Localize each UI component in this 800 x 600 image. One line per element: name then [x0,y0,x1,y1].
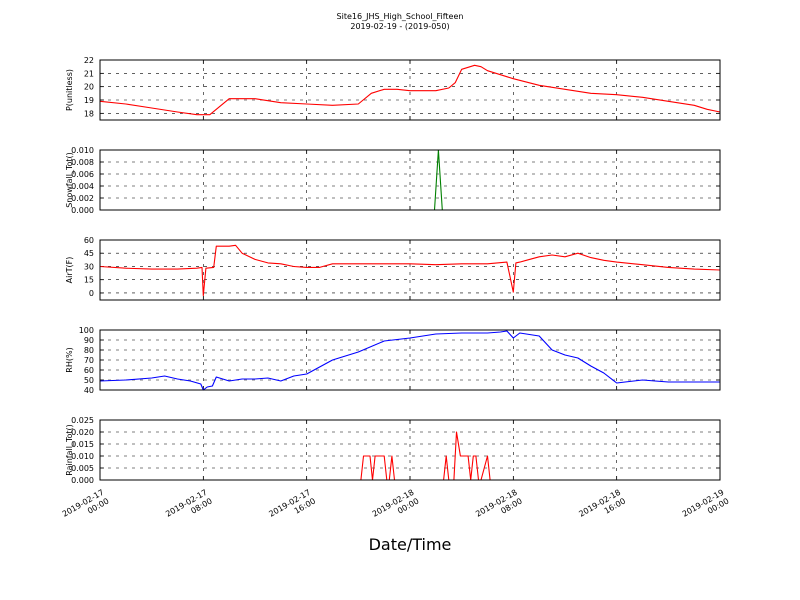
y-tick-label: 50 [84,376,94,385]
y-tick-label: 19 [84,96,94,105]
plot-frame [99,59,721,121]
y-tick-label: 45 [84,249,94,258]
y-tick-label: 0.010 [71,452,94,461]
panel-2: 0.000 0.002 0.004 0.006 0.008 0.010Snowfall_T… [65,146,721,215]
y-tick-label: 0.000 [71,206,94,215]
y-tick-label: 100 [79,326,94,335]
y-tick-label: 15 [84,276,94,285]
y-tick-label: 0.004 [71,182,94,191]
plot-frame [99,419,721,481]
y-tick-label: 0 [89,289,94,298]
y-tick-label: 0.015 [71,440,94,449]
y-tick-label: 0.002 [71,194,94,203]
y-tick-label: 0.000 [71,476,94,485]
y-tick-label: 0.006 [71,170,94,179]
y-tick-label: 0.010 [71,146,94,155]
y-tick-label: 0.005 [71,464,94,473]
chart-title: Site16_JHS_High_School_Fifteen [337,12,464,21]
series-line [100,431,720,481]
y-axis-label: Snowfall_Tot() [65,152,74,208]
y-axis-label: RH(%) [65,347,74,372]
chart-subtitle: 2019-02-19 - (2019-050) [350,22,449,31]
y-tick-label: 60 [84,236,94,245]
y-axis-label: AirT(F) [65,257,74,284]
panel-1: 18 19 20 21 22 P(unitless) [65,56,721,121]
x-axis-label: Date/Time [369,535,452,554]
y-tick-label: 80 [84,346,94,355]
y-tick-label: 60 [84,366,94,375]
y-tick-label: 0.008 [71,158,94,167]
y-tick-label: 40 [84,386,94,395]
y-tick-label: 90 [84,336,94,345]
y-tick-label: 22 [84,56,94,65]
series-line [99,64,721,116]
panel-5: 0.000 0.005 0.010 0.015 0.020 0.025Rainfall_T… [65,416,721,485]
y-tick-label: 18 [84,109,94,118]
y-tick-label: 70 [84,356,94,365]
y-tick-label: 20 [84,83,94,92]
y-axis-label: P(unitless) [65,69,74,111]
plot-frame [99,149,721,211]
y-tick-label: 30 [84,262,94,271]
series-line [99,244,721,297]
y-tick-label: 0.020 [71,428,94,437]
panel-3: 0 15 30 45 60 AirT(F) [65,236,721,301]
plot-frame [99,239,721,301]
y-tick-label: 21 [84,69,94,78]
y-axis-label: Rainfall_Tot() [65,424,74,476]
y-tick-label: 0.025 [71,416,94,425]
plot-frame [99,329,721,391]
